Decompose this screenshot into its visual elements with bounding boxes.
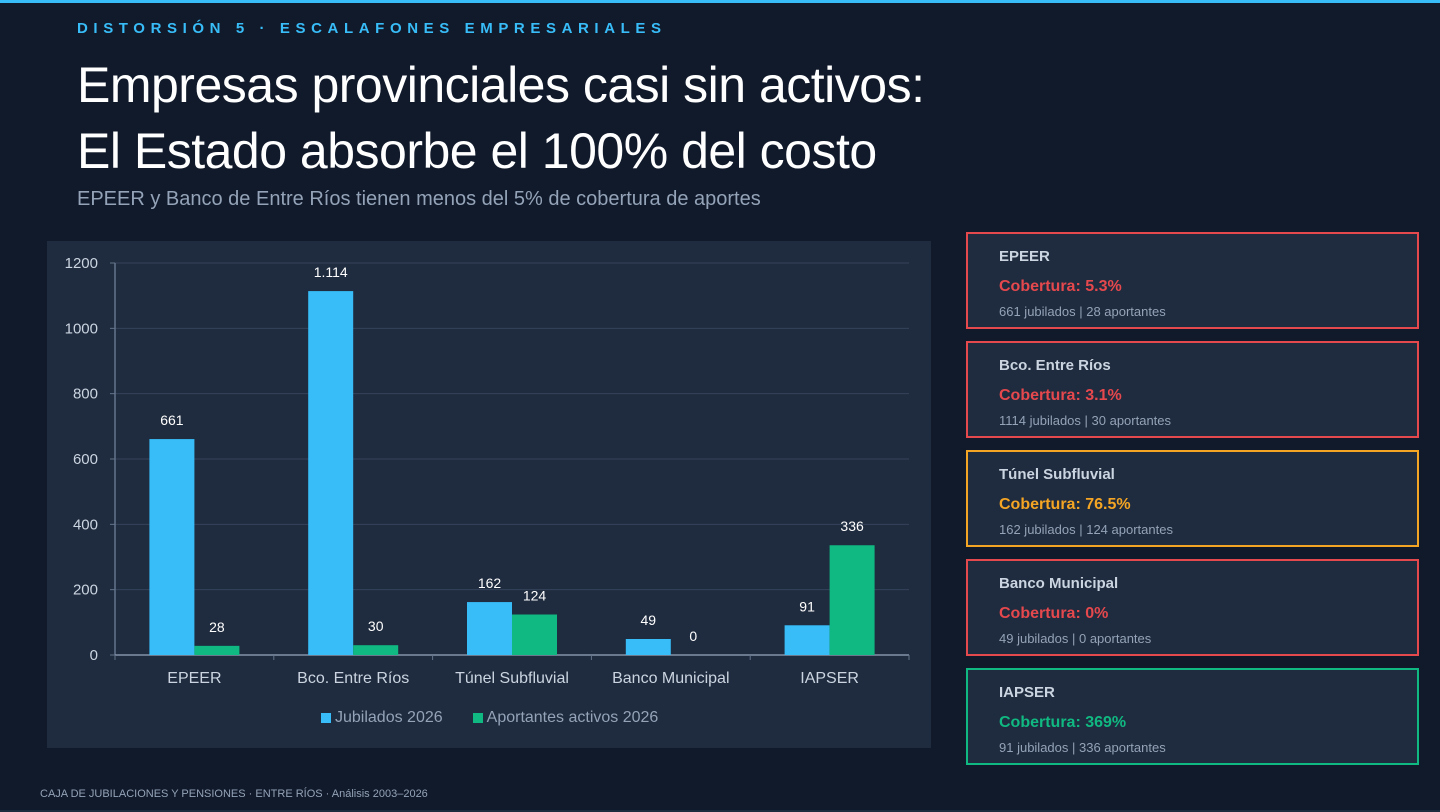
slide-title: Empresas provinciales casi sin activos: … [77, 52, 925, 184]
x-category-label: EPEER [167, 670, 221, 687]
card-coverage: Cobertura: 3.1% [999, 387, 1122, 404]
bar-value-label: 124 [523, 587, 547, 603]
card-detail: 162 jubilados | 124 aportantes [999, 522, 1173, 537]
card-coverage: Cobertura: 0% [999, 605, 1109, 622]
y-tick-label: 800 [73, 386, 98, 403]
bar-value-label: 28 [209, 619, 225, 635]
coverage-card-bco-entre-rios: Bco. Entre Ríos Cobertura: 3.1% 1114 jub… [966, 341, 1419, 438]
bar-value-label: 49 [641, 612, 657, 628]
bar-aportantes [512, 614, 557, 655]
card-detail: 661 jubilados | 28 aportantes [999, 304, 1166, 319]
y-tick-label: 1000 [65, 320, 98, 337]
legend-swatch-jubilados [321, 713, 331, 723]
legend-label-jubilados: Jubilados 2026 [335, 709, 443, 726]
bottom-bar [0, 810, 1440, 812]
bar-jubilados [308, 291, 354, 655]
y-tick-label: 600 [73, 451, 98, 468]
x-category-label: Bco. Entre Ríos [297, 670, 409, 687]
title-line-2: El Estado absorbe el 100% del costo [77, 123, 877, 179]
bar-jubilados [149, 439, 195, 655]
x-category-label: Banco Municipal [612, 670, 729, 687]
title-line-1: Empresas provinciales casi sin activos: [77, 57, 925, 113]
y-tick-label: 200 [73, 582, 98, 599]
chart-legend: Jubilados 2026 Aportantes activos 2026 [321, 709, 688, 727]
bar-value-label: 1.114 [314, 264, 348, 280]
card-company-name: EPEER [999, 248, 1050, 265]
bar-jubilados [784, 625, 830, 655]
card-company-name: Bco. Entre Ríos [999, 357, 1111, 374]
y-tick-label: 1200 [65, 255, 98, 272]
bar-jubilados [467, 602, 512, 655]
footer-credit: CAJA DE JUBILACIONES Y PENSIONES · ENTRE… [40, 788, 428, 800]
card-coverage: Cobertura: 76.5% [999, 496, 1131, 513]
card-company-name: Banco Municipal [999, 575, 1119, 592]
slide-subtitle: EPEER y Banco de Entre Ríos tienen menos… [77, 188, 761, 210]
legend-item-aportantes: Aportantes activos 2026 [472, 709, 659, 727]
y-tick-label: 0 [90, 647, 98, 664]
coverage-card-iapser: IAPSER Cobertura: 369% 91 jubilados | 33… [966, 668, 1419, 765]
card-coverage: Cobertura: 5.3% [999, 278, 1122, 295]
bar-aportantes [194, 645, 240, 655]
card-company-name: Túnel Subfluvial [999, 466, 1115, 483]
bar-jubilados [625, 638, 671, 655]
coverage-card-tunel-subfluvial: Túnel Subfluvial Cobertura: 76.5% 162 ju… [966, 450, 1419, 547]
bar-value-label: 336 [840, 518, 864, 534]
card-detail: 49 jubilados | 0 aportantes [999, 631, 1152, 646]
bar-value-label: 91 [799, 598, 815, 614]
bar-value-label: 30 [368, 618, 384, 634]
y-tick-label: 400 [73, 516, 98, 533]
x-category-label: IAPSER [800, 670, 859, 687]
section-eyebrow: DISTORSIÓN 5 · ESCALAFONES EMPRESARIALES [77, 20, 667, 37]
bar-value-label: 0 [689, 628, 697, 644]
top-accent-bar [0, 0, 1440, 3]
bar-value-label: 661 [160, 412, 184, 428]
card-detail: 91 jubilados | 336 aportantes [999, 740, 1166, 755]
bar-value-label: 162 [478, 575, 502, 591]
bar-chart-panel: 0 200 400 600 800 1000 1200 661 28 EPEER 1.114 30 Bc… [47, 241, 931, 748]
legend-swatch-aportantes [472, 713, 483, 723]
legend-item-jubilados: Jubilados 2026 [321, 709, 443, 727]
coverage-card-banco-municipal: Banco Municipal Cobertura: 0% 49 jubilad… [966, 559, 1419, 656]
card-coverage: Cobertura: 369% [999, 714, 1127, 731]
bar-aportantes [829, 545, 875, 655]
bar-aportantes [353, 645, 399, 655]
coverage-card-epeer: EPEER Cobertura: 5.3% 661 jubilados | 28… [966, 232, 1419, 329]
x-category-label: Túnel Subfluvial [455, 670, 569, 687]
legend-label-aportantes: Aportantes activos 2026 [486, 709, 659, 726]
card-detail: 1114 jubilados | 30 aportantes [999, 413, 1172, 428]
bar-chart: 0 200 400 600 800 1000 1200 661 28 EPEER 1.114 30 Bc… [65, 255, 910, 687]
card-company-name: IAPSER [999, 684, 1055, 701]
